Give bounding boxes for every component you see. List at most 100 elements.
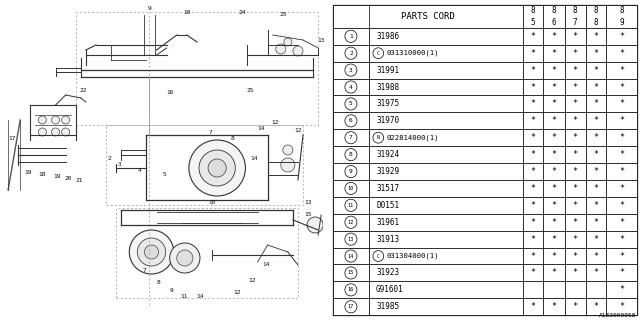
Text: 16: 16 (348, 287, 354, 292)
Text: 1: 1 (349, 34, 353, 39)
Text: 5: 5 (349, 101, 353, 107)
Bar (333, 298, 369, 315)
Text: 31986: 31986 (376, 32, 399, 41)
Circle shape (345, 64, 357, 76)
Text: 7: 7 (208, 130, 212, 134)
Bar (607, 163, 637, 180)
Bar (607, 129, 637, 146)
Text: 9: 9 (170, 287, 173, 292)
Text: *: * (552, 201, 557, 210)
Circle shape (284, 38, 292, 46)
Text: *: * (593, 66, 598, 75)
Bar (607, 248, 637, 265)
Circle shape (293, 46, 303, 56)
Text: *: * (593, 201, 598, 210)
Text: *: * (593, 100, 598, 108)
Text: *: * (531, 150, 536, 159)
Text: *: * (619, 184, 624, 193)
Text: 31991: 31991 (376, 66, 399, 75)
Bar (369, 45, 523, 62)
Circle shape (345, 284, 357, 296)
Bar (586, 163, 607, 180)
Circle shape (51, 128, 60, 136)
Text: *: * (593, 184, 598, 193)
Bar (607, 265, 637, 281)
Circle shape (283, 145, 293, 155)
Text: 24: 24 (239, 10, 246, 14)
Bar (607, 45, 637, 62)
Text: 25: 25 (247, 87, 254, 92)
Text: 31924: 31924 (376, 150, 399, 159)
Bar (523, 129, 543, 146)
Bar (564, 146, 586, 163)
Bar (369, 129, 523, 146)
Text: 17: 17 (348, 304, 354, 309)
Text: 14: 14 (196, 294, 204, 300)
Text: *: * (573, 235, 577, 244)
Bar (543, 112, 564, 129)
Text: *: * (552, 302, 557, 311)
Bar (543, 265, 564, 281)
Text: *: * (619, 167, 624, 176)
Text: *: * (552, 167, 557, 176)
Bar (586, 298, 607, 315)
Text: 7: 7 (573, 18, 577, 27)
Bar (523, 231, 543, 248)
Text: 31970: 31970 (376, 116, 399, 125)
Text: 8: 8 (594, 6, 598, 15)
Circle shape (345, 301, 357, 313)
Text: *: * (573, 83, 577, 92)
Circle shape (345, 47, 357, 59)
Text: 11: 11 (348, 203, 354, 208)
Bar (607, 62, 637, 78)
Text: 2: 2 (349, 51, 353, 56)
Bar (523, 265, 543, 281)
Bar (333, 180, 369, 197)
Bar (607, 95, 637, 112)
Text: *: * (552, 83, 557, 92)
Bar (586, 28, 607, 45)
Circle shape (61, 116, 70, 124)
Text: *: * (593, 252, 598, 260)
Bar (333, 214, 369, 231)
Text: *: * (573, 150, 577, 159)
Text: *: * (619, 285, 624, 294)
Text: *: * (619, 150, 624, 159)
Bar (369, 197, 523, 214)
Bar (369, 95, 523, 112)
Text: 15: 15 (348, 270, 354, 276)
Text: 12: 12 (249, 277, 256, 283)
Text: 5: 5 (531, 18, 536, 27)
Text: C: C (377, 51, 380, 56)
Bar (586, 248, 607, 265)
Text: 31517: 31517 (376, 184, 399, 193)
Text: *: * (531, 268, 536, 277)
Circle shape (345, 165, 357, 178)
Bar (369, 78, 523, 95)
Text: *: * (619, 302, 624, 311)
Bar (523, 197, 543, 214)
Circle shape (345, 216, 357, 228)
Bar (369, 112, 523, 129)
Text: 12: 12 (271, 119, 278, 124)
Text: *: * (573, 167, 577, 176)
Bar (607, 180, 637, 197)
Text: 10: 10 (209, 199, 216, 204)
Bar (369, 248, 523, 265)
Circle shape (189, 140, 245, 196)
Bar (586, 265, 607, 281)
Bar (369, 180, 523, 197)
Bar (369, 28, 523, 45)
Bar (333, 45, 369, 62)
Text: *: * (552, 32, 557, 41)
Text: *: * (573, 133, 577, 142)
Bar (586, 95, 607, 112)
Circle shape (199, 150, 236, 186)
Bar (523, 298, 543, 315)
Text: 12: 12 (294, 127, 301, 132)
Text: 18: 18 (38, 172, 46, 178)
Text: *: * (531, 302, 536, 311)
Text: *: * (619, 268, 624, 277)
Bar (333, 265, 369, 281)
Text: *: * (552, 66, 557, 75)
